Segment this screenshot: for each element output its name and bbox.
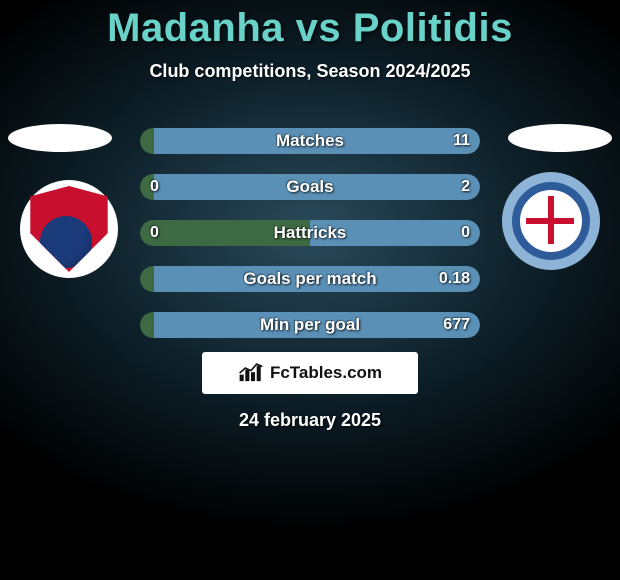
stat-bar: 0 Hattricks 0 (140, 220, 480, 246)
stat-bar-fill-left (140, 312, 154, 338)
bar-chart-icon (238, 362, 264, 384)
date-text: 24 february 2025 (0, 410, 620, 431)
card: Madanha vs Politidis Club competitions, … (0, 0, 620, 580)
stat-bar: Goals per match 0.18 (140, 266, 480, 292)
subtitle: Club competitions, Season 2024/2025 (0, 61, 620, 82)
stat-value-right: 11 (453, 132, 470, 150)
stat-label: Min per goal (260, 315, 360, 335)
page-title: Madanha vs Politidis (0, 6, 620, 51)
comparison-area: Matches 11 0 Goals 2 0 Hattricks 0 Goals per mat… (0, 110, 620, 330)
stat-bar-fill-left (140, 266, 154, 292)
stat-bar: 0 Goals 2 (140, 174, 480, 200)
stat-label: Goals (286, 177, 333, 197)
adelaide-united-logo (26, 186, 112, 272)
stat-value-right: 2 (461, 178, 470, 196)
stat-value-left: 0 (150, 224, 159, 242)
stat-label: Goals per match (243, 269, 376, 289)
stat-bar-fill-left (140, 128, 154, 154)
stat-value-left: 0 (150, 178, 159, 196)
club-badge-left (20, 180, 118, 278)
stat-value-right: 0 (461, 224, 470, 242)
stat-label: Hattricks (274, 223, 347, 243)
player-right-avatar (508, 124, 612, 152)
club-badge-right (502, 172, 600, 270)
stat-bars: Matches 11 0 Goals 2 0 Hattricks 0 Goals per mat… (140, 128, 480, 358)
stat-label: Matches (276, 131, 344, 151)
stat-value-right: 0.18 (439, 270, 470, 288)
attribution-badge: FcTables.com (202, 352, 418, 394)
melbourne-city-logo (512, 182, 590, 260)
stat-bar: Matches 11 (140, 128, 480, 154)
player-left-avatar (8, 124, 112, 152)
stat-bar: Min per goal 677 (140, 312, 480, 338)
attribution-text: FcTables.com (270, 363, 382, 383)
stat-value-right: 677 (443, 316, 470, 334)
